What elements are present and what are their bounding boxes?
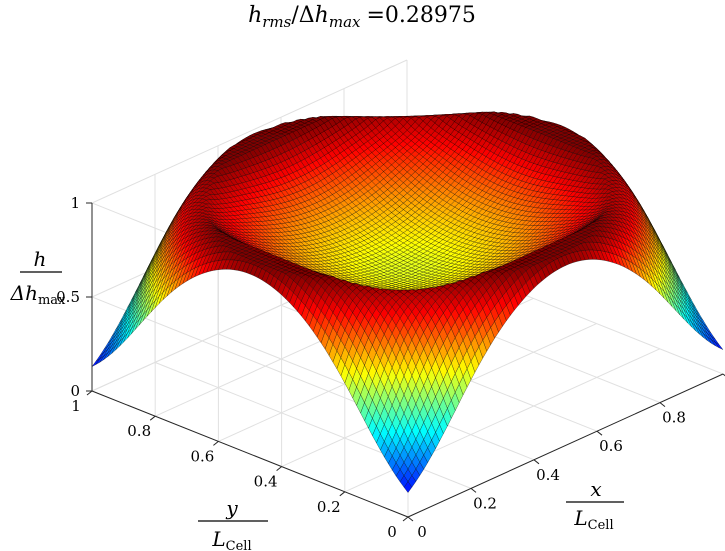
title-max: max: [329, 13, 361, 31]
tick-mark: [339, 491, 346, 497]
title-equals: =: [366, 3, 384, 28]
axis-line: [91, 390, 409, 518]
surface-mesh: [91, 111, 724, 493]
tick-mark: [276, 466, 282, 471]
tick-mark: [470, 488, 477, 493]
tick-mark: [659, 402, 666, 407]
title-slash: /: [291, 3, 299, 28]
axis-line: [407, 373, 724, 518]
tick-mark: [722, 373, 725, 377]
tick-mark: [407, 516, 414, 522]
title-rms: rms: [262, 13, 291, 31]
title-h: h: [248, 3, 262, 28]
tick-mark: [149, 415, 156, 421]
tick-mark: [402, 516, 409, 522]
title-delta: Δ: [299, 3, 315, 28]
tick-mark: [533, 459, 540, 465]
tick-mark: [86, 390, 93, 396]
title-value: 0.28975: [385, 3, 476, 28]
tick-mark: [596, 430, 603, 436]
chart-title: hrms/Δhmax =0.28975: [248, 3, 476, 31]
title-h2: h: [315, 3, 329, 28]
tick-mark: [213, 441, 219, 446]
